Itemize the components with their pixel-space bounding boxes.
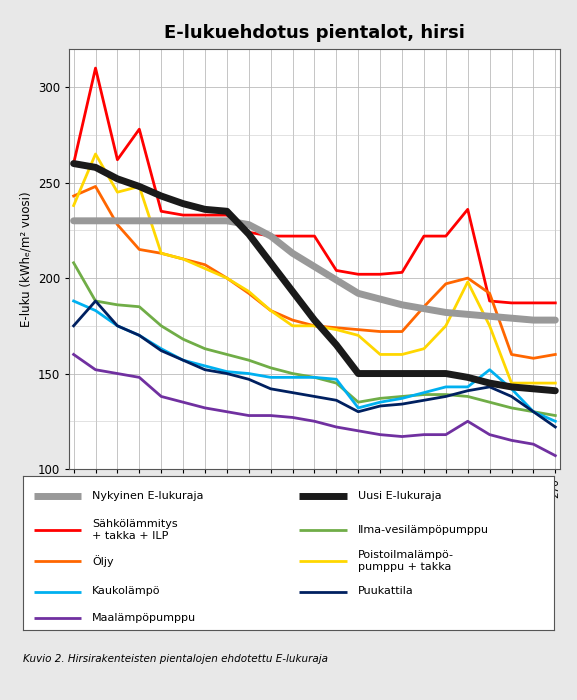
- X-axis label: Nettoala (m²): Nettoala (m²): [264, 503, 365, 517]
- Text: Puukattila: Puukattila: [358, 587, 413, 596]
- Y-axis label: E-luku (kWhₑ/m² vuosi): E-luku (kWhₑ/m² vuosi): [20, 191, 32, 327]
- Text: Kuvio 2. Hirsirakenteisten pientalojen ehdotettu E-lukuraja: Kuvio 2. Hirsirakenteisten pientalojen e…: [23, 654, 328, 664]
- Text: Öljy: Öljy: [92, 554, 114, 567]
- Text: Nykyinen E-lukuraja: Nykyinen E-lukuraja: [92, 491, 204, 501]
- Text: Maalämpöpumppu: Maalämpöpumppu: [92, 612, 196, 623]
- Text: Poistoilmalämpö-
pumppu + takka: Poistoilmalämpö- pumppu + takka: [358, 550, 454, 571]
- Title: E-lukuehdotus pientalot, hirsi: E-lukuehdotus pientalot, hirsi: [164, 24, 465, 42]
- Text: Kaukolämpö: Kaukolämpö: [92, 587, 160, 596]
- Text: Uusi E-lukuraja: Uusi E-lukuraja: [358, 491, 441, 501]
- Text: Ilma-vesilämpöpumppu: Ilma-vesilämpöpumppu: [358, 525, 489, 535]
- Text: Sähkölämmitys
+ takka + ILP: Sähkölämmitys + takka + ILP: [92, 519, 178, 540]
